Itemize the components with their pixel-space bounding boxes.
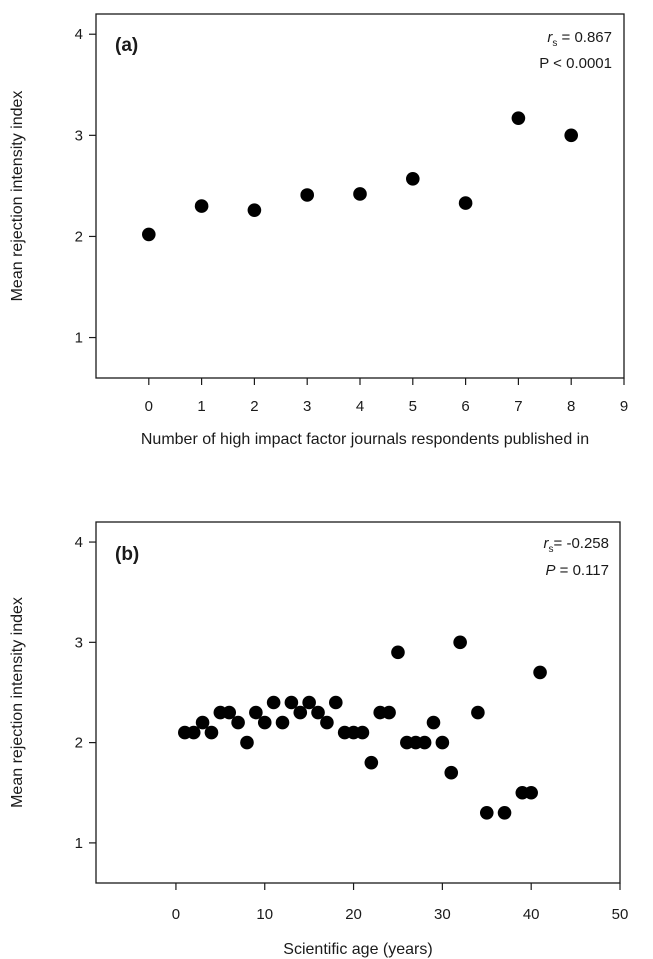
- x-axis-title: Scientific age (years): [283, 941, 432, 958]
- data-point: [249, 705, 263, 720]
- data-point: [417, 735, 432, 750]
- p-value: < 0.0001: [549, 55, 612, 72]
- y-tick-label: 1: [75, 330, 83, 347]
- plot-frame: [95, 521, 621, 884]
- x-tick-label: 8: [567, 398, 575, 415]
- data-point: [311, 705, 325, 720]
- x-axis-title: Number of high impact factor journals re…: [141, 431, 589, 448]
- data-point: [204, 725, 219, 740]
- x-tick-label: 0: [145, 398, 153, 415]
- data-point: [435, 735, 450, 750]
- x-tick-label: 7: [514, 398, 522, 415]
- y-axis-title: Mean rejection intensity index: [9, 91, 26, 302]
- p-value: = 0.117: [555, 562, 609, 579]
- x-tick-label: 10: [256, 906, 273, 923]
- y-tick-label: 2: [75, 228, 83, 245]
- x-tick-label: 40: [523, 906, 540, 923]
- data-point: [257, 715, 272, 730]
- data-point: [194, 199, 209, 213]
- stat-subscript: s: [549, 544, 554, 555]
- p-value-stat: P = 0.117: [545, 562, 609, 579]
- x-tick-label: 9: [620, 398, 628, 415]
- data-point: [382, 705, 396, 720]
- data-point: [222, 705, 237, 720]
- x-tick-label: 20: [345, 906, 362, 923]
- data-point: [275, 715, 290, 730]
- x-tick-label: 1: [197, 398, 205, 415]
- stat-subscript: s: [552, 38, 557, 49]
- x-tick-label: 5: [409, 398, 417, 415]
- correlation-stat: rs = 0.867: [547, 29, 612, 49]
- data-point: [266, 695, 281, 710]
- panel-label: (b): [115, 544, 139, 565]
- data-point: [293, 705, 308, 720]
- y-axis-title: Mean rejection intensity index: [9, 597, 26, 808]
- data-point: [426, 715, 441, 730]
- data-point: [444, 765, 459, 780]
- data-point: [300, 188, 315, 202]
- y-tick-label: 4: [75, 26, 83, 43]
- x-tick-label: 4: [356, 398, 364, 415]
- y-tick-label: 4: [75, 534, 83, 551]
- y-tick-label: 2: [75, 735, 83, 752]
- chart-panel-a: 0 1 2 3 4 5 6 7 8 9 1 2 3 4 Number of high impact fact…: [9, 13, 628, 448]
- data-point: [497, 806, 512, 820]
- data-point: [479, 806, 494, 820]
- data-point: [247, 203, 262, 217]
- p-value-stat: P < 0.0001: [539, 55, 612, 72]
- x-tick-label: 6: [461, 398, 469, 415]
- data-point: [231, 715, 245, 730]
- y-tick-label: 3: [75, 127, 83, 144]
- stat-symbol: r: [547, 29, 553, 46]
- data-point: [458, 196, 473, 210]
- panel-label: (a): [115, 35, 138, 56]
- data-point: [142, 227, 156, 242]
- data-point: [406, 172, 420, 186]
- x-tick-label: 2: [250, 398, 258, 415]
- x-tick-label: 30: [434, 906, 451, 923]
- data-point: [240, 735, 254, 750]
- data-point: [364, 755, 379, 770]
- p-symbol: P: [539, 55, 549, 72]
- data-point: [391, 645, 405, 660]
- data-point: [564, 128, 578, 143]
- data-point: [453, 635, 467, 650]
- x-tick-label: 3: [303, 398, 311, 415]
- data-point: [195, 715, 210, 730]
- y-tick-label: 1: [75, 835, 83, 852]
- data-point: [186, 725, 201, 740]
- stat-value: = 0.867: [557, 29, 612, 46]
- data-point: [328, 695, 343, 710]
- p-symbol: P: [545, 562, 555, 579]
- data-point: [533, 665, 547, 680]
- data-point: [302, 695, 316, 710]
- chart-panel-b: 0 10 20 30 40 50 1 2 3 4 Scientific age (years) Mea…: [9, 521, 629, 958]
- data-point: [524, 785, 538, 800]
- y-tick-label: 3: [75, 634, 83, 651]
- x-tick-label: 0: [172, 906, 180, 923]
- data-point: [353, 187, 367, 201]
- data-point: [355, 725, 370, 740]
- data-point: [320, 715, 334, 730]
- data-point: [471, 705, 485, 720]
- x-tick-label: 50: [612, 906, 629, 923]
- data-point: [284, 695, 299, 710]
- correlation-stat: rs= -0.258: [544, 535, 609, 555]
- data-point: [511, 111, 526, 125]
- stat-symbol: r: [544, 535, 550, 552]
- stat-value: = -0.258: [554, 535, 609, 552]
